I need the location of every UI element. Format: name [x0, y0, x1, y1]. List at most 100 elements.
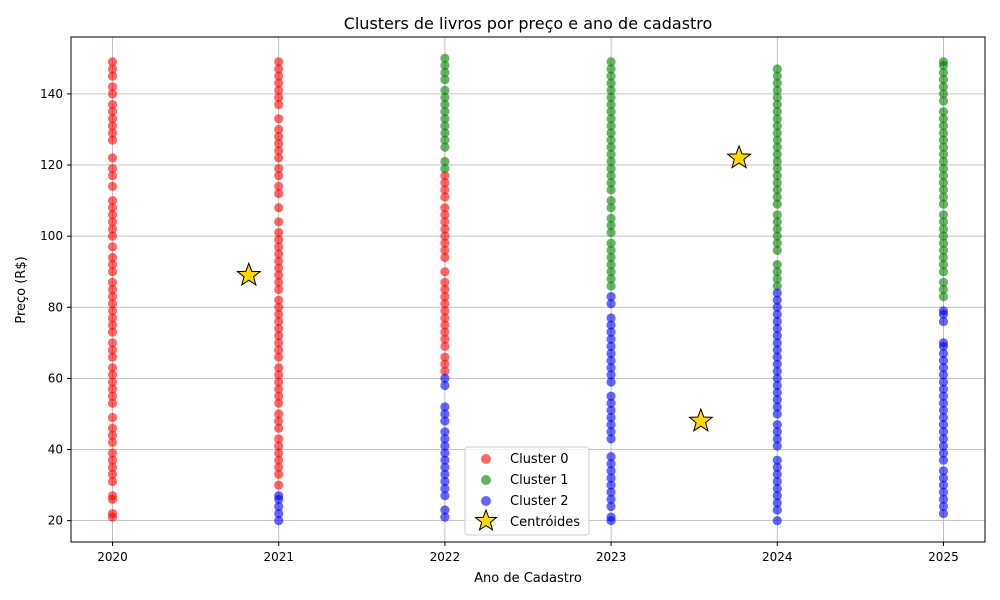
- data-point-cluster-0: [440, 327, 450, 337]
- data-point-cluster-1: [606, 163, 616, 174]
- data-point-cluster-2: [606, 420, 616, 430]
- data-point-cluster-1: [606, 227, 616, 238]
- data-point-cluster-1: [938, 142, 949, 152]
- data-point-cluster-0: [107, 171, 118, 181]
- data-point-cluster-0: [107, 363, 118, 373]
- data-point-cluster-2: [440, 448, 450, 458]
- data-point-cluster-2: [440, 469, 450, 480]
- data-point-cluster-1: [440, 107, 450, 117]
- data-point-cluster-1: [938, 277, 949, 287]
- data-point-cluster-2: [772, 324, 782, 334]
- data-point-cluster-1: [606, 85, 616, 95]
- data-point-cluster-1: [772, 121, 782, 131]
- data-point-cluster-0: [440, 352, 450, 362]
- x-axis-label: Ano de Cadastro: [474, 571, 582, 586]
- data-point-cluster-1: [440, 99, 450, 110]
- data-point-cluster-1: [606, 114, 616, 124]
- y-tick-label: 140: [40, 87, 63, 101]
- data-point-cluster-0: [274, 263, 284, 273]
- data-point-cluster-0: [274, 423, 284, 433]
- data-point-cluster-0: [107, 370, 118, 380]
- data-point-cluster-0: [274, 295, 284, 305]
- data-point-cluster-2: [938, 384, 949, 394]
- x-tick-label: 2022: [430, 550, 461, 564]
- y-tick-label: 100: [40, 229, 63, 243]
- y-tick-label: 80: [48, 300, 63, 314]
- data-point-cluster-1: [772, 281, 782, 291]
- legend-marker-cluster-2: [481, 496, 491, 506]
- data-point-cluster-1: [938, 156, 949, 167]
- data-point-cluster-0: [274, 217, 284, 227]
- data-point-cluster-1: [938, 292, 949, 302]
- data-point-cluster-0: [107, 128, 118, 138]
- data-point-cluster-1: [938, 121, 949, 131]
- data-point-cluster-2: [772, 352, 782, 362]
- data-point-cluster-0: [440, 334, 450, 344]
- data-point-cluster-0: [274, 78, 284, 88]
- data-point-cluster-0: [107, 217, 118, 227]
- data-point-cluster-1: [606, 238, 616, 248]
- data-point-cluster-0: [274, 324, 284, 334]
- data-point-cluster-0: [107, 277, 118, 287]
- data-point-cluster-0: [107, 224, 118, 234]
- data-point-cluster-1: [938, 231, 949, 241]
- data-point-cluster-0: [274, 114, 284, 124]
- data-point-cluster-0: [274, 163, 284, 174]
- data-point-cluster-1: [772, 199, 782, 209]
- data-point-cluster-0: [107, 135, 118, 145]
- data-point-cluster-0: [274, 331, 284, 341]
- data-point-cluster-2: [606, 363, 616, 373]
- data-point-cluster-0: [440, 341, 450, 352]
- data-point-cluster-2: [938, 494, 949, 504]
- data-point-cluster-0: [274, 181, 284, 191]
- data-point-cluster-2: [606, 341, 616, 352]
- data-point-cluster-2: [606, 348, 616, 359]
- data-point-cluster-2: [938, 405, 949, 416]
- data-point-cluster-0: [107, 242, 118, 252]
- data-point-cluster-0: [107, 231, 118, 241]
- data-point-cluster-2: [606, 398, 616, 408]
- data-point-cluster-1: [772, 78, 782, 88]
- data-point-cluster-0: [274, 270, 284, 280]
- data-point-cluster-1: [938, 245, 949, 255]
- data-point-cluster-0: [274, 316, 284, 327]
- data-point-cluster-2: [274, 501, 284, 512]
- data-point-cluster-2: [772, 316, 782, 327]
- data-point-cluster-1: [772, 135, 782, 145]
- data-point-cluster-2: [772, 505, 782, 515]
- data-point-cluster-1: [772, 217, 782, 227]
- data-point-cluster-2: [606, 327, 616, 337]
- data-point-cluster-2: [606, 292, 616, 302]
- data-point-cluster-2: [606, 480, 616, 490]
- data-point-cluster-1: [606, 260, 616, 270]
- legend-marker-cluster-0: [481, 454, 491, 464]
- data-point-cluster-2: [772, 409, 782, 419]
- data-point-cluster-2: [606, 487, 616, 497]
- data-point-cluster-1: [772, 178, 782, 188]
- data-point-cluster-2: [440, 427, 450, 437]
- data-point-cluster-2: [772, 388, 782, 398]
- data-point-cluster-0: [274, 377, 284, 387]
- data-point-cluster-0: [107, 320, 118, 330]
- data-point-cluster-2: [606, 473, 616, 483]
- data-point-cluster-0: [274, 434, 284, 444]
- data-point-cluster-2: [772, 302, 782, 312]
- data-point-cluster-0: [440, 292, 450, 302]
- data-point-cluster-1: [938, 267, 949, 277]
- data-point-cluster-1: [606, 274, 616, 284]
- data-point-cluster-1: [606, 78, 616, 88]
- data-point-cluster-2: [772, 380, 782, 391]
- data-point-cluster-2: [440, 373, 450, 384]
- data-point-cluster-2: [606, 459, 616, 469]
- data-point-cluster-0: [274, 188, 284, 199]
- data-point-cluster-1: [606, 267, 616, 277]
- data-point-cluster-2: [606, 434, 616, 444]
- data-point-cluster-1: [772, 85, 782, 95]
- data-point-cluster-0: [440, 313, 450, 323]
- data-point-cluster-2: [606, 391, 616, 401]
- data-point-cluster-2: [938, 455, 949, 465]
- data-point-cluster-1: [938, 57, 949, 67]
- data-point-cluster-0: [107, 306, 118, 316]
- data-point-cluster-1: [772, 267, 782, 277]
